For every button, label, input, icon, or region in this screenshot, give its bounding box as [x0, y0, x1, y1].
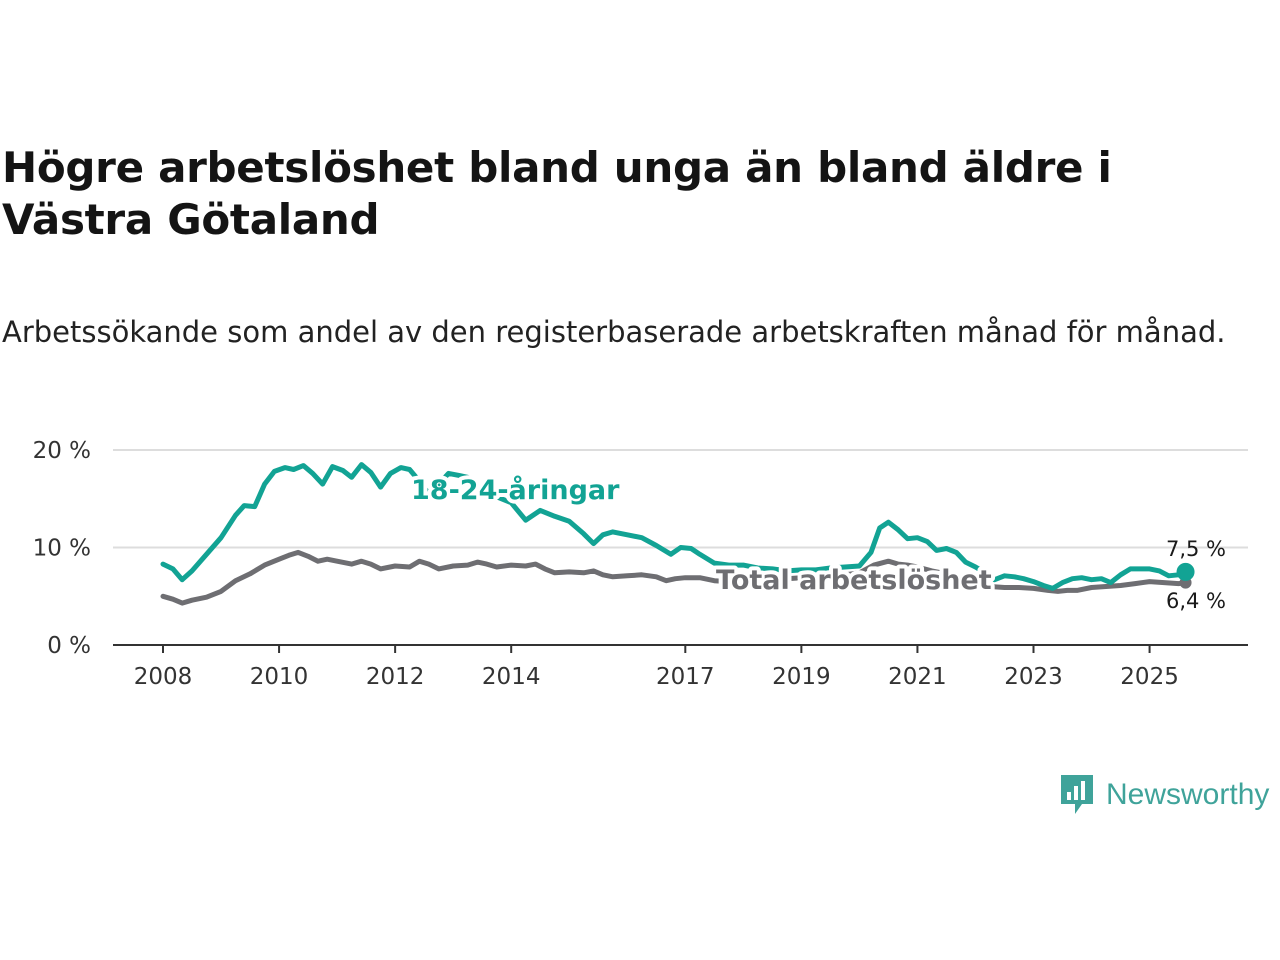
x-tick-label: 2019 [772, 664, 831, 690]
x-tick-label: 2008 [134, 664, 193, 690]
y-tick-label: 20 % [33, 438, 91, 464]
x-tick-label: 2017 [656, 664, 715, 690]
x-tick-label: 2014 [482, 664, 541, 690]
y-tick-label: 10 % [33, 536, 91, 562]
x-tick-label: 2025 [1120, 664, 1179, 690]
x-tick-label: 2021 [888, 664, 947, 690]
chart-subtitle: Arbetssökande som andel av den registerb… [2, 315, 1226, 349]
x-tick-label: 2010 [250, 664, 309, 690]
series-label-total: Total arbetslöshet [716, 565, 992, 596]
chart-title: Högre arbetslöshet bland unga än bland ä… [2, 143, 1112, 244]
x-tick-label: 2023 [1004, 664, 1063, 690]
newsworthy-brand[interactable]: Newsworthy [1058, 772, 1269, 818]
series-line-total [160, 549, 1189, 606]
end-value-total: 6,4 % [1166, 589, 1226, 613]
newsworthy-logo-icon [1061, 775, 1093, 814]
brand-name: Newsworthy [1106, 778, 1270, 811]
y-tick-label: 0 % [47, 633, 91, 659]
end-point-youth [1176, 562, 1195, 581]
end-value-youth: 7,5 % [1166, 537, 1226, 561]
x-tick-label: 2012 [366, 664, 425, 690]
series-line-youth [160, 462, 1189, 591]
line-chart: 0 % 10 % 20 % 2008 2010 2012 2014 2017 2019 2021 2… [33, 438, 1248, 690]
series-label-youth: 18-24-åringar [411, 474, 620, 506]
